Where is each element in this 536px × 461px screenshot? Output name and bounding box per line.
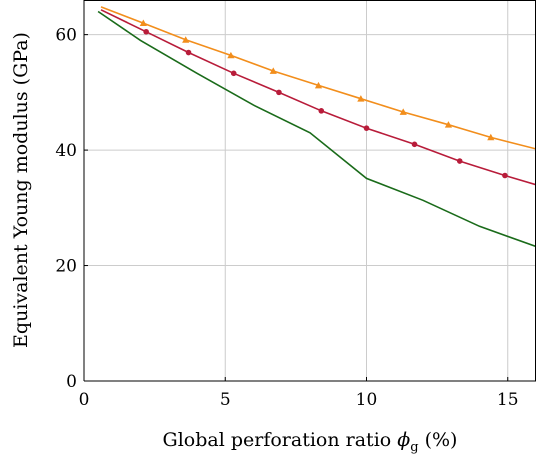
data-point (230, 70, 237, 77)
data-point (185, 49, 192, 56)
grid (84, 0, 536, 381)
x-tick-label: 0 (79, 390, 90, 410)
axes (83, 0, 536, 382)
data-point (143, 28, 149, 35)
data-point (182, 36, 190, 43)
series-line-3 (97, 10, 536, 248)
data-point (357, 95, 365, 102)
data-point (502, 172, 508, 179)
x-axis-label-unit: (%) (419, 429, 458, 451)
y-tick-label: 20 (55, 257, 77, 277)
x-tick-label: 10 (356, 390, 378, 410)
data-point (411, 141, 418, 148)
data-point (269, 67, 277, 74)
plot-series (97, 6, 536, 248)
data-point (314, 81, 323, 89)
data-point (487, 133, 495, 141)
data-point (318, 108, 325, 114)
x-axis-label-text: Global perforation ratio (163, 429, 398, 451)
data-point (399, 108, 407, 115)
y-axis-label: Equivalent Young modulus (GPa) (10, 32, 32, 348)
y-tick-label: 60 (55, 26, 77, 46)
data-point (456, 158, 463, 164)
data-point (276, 89, 282, 96)
x-axis-label-subscript: g (410, 440, 418, 455)
series-line-2 (100, 9, 536, 186)
tick-labels: 0 5 10 15 0 20 40 60 (55, 26, 518, 410)
y-tick-label: 0 (66, 372, 77, 392)
x-tick-label: 15 (497, 390, 519, 410)
x-tick-label: 5 (220, 390, 231, 410)
data-point (139, 19, 147, 26)
series-line-1 (100, 6, 536, 150)
data-point (227, 51, 235, 59)
data-point (363, 125, 370, 131)
x-axis-label: Global perforation ratio ϕg (%) (163, 429, 458, 455)
data-point (444, 121, 453, 128)
y-tick-label: 40 (55, 141, 77, 161)
x-axis-label-symbol: ϕ (397, 429, 410, 451)
